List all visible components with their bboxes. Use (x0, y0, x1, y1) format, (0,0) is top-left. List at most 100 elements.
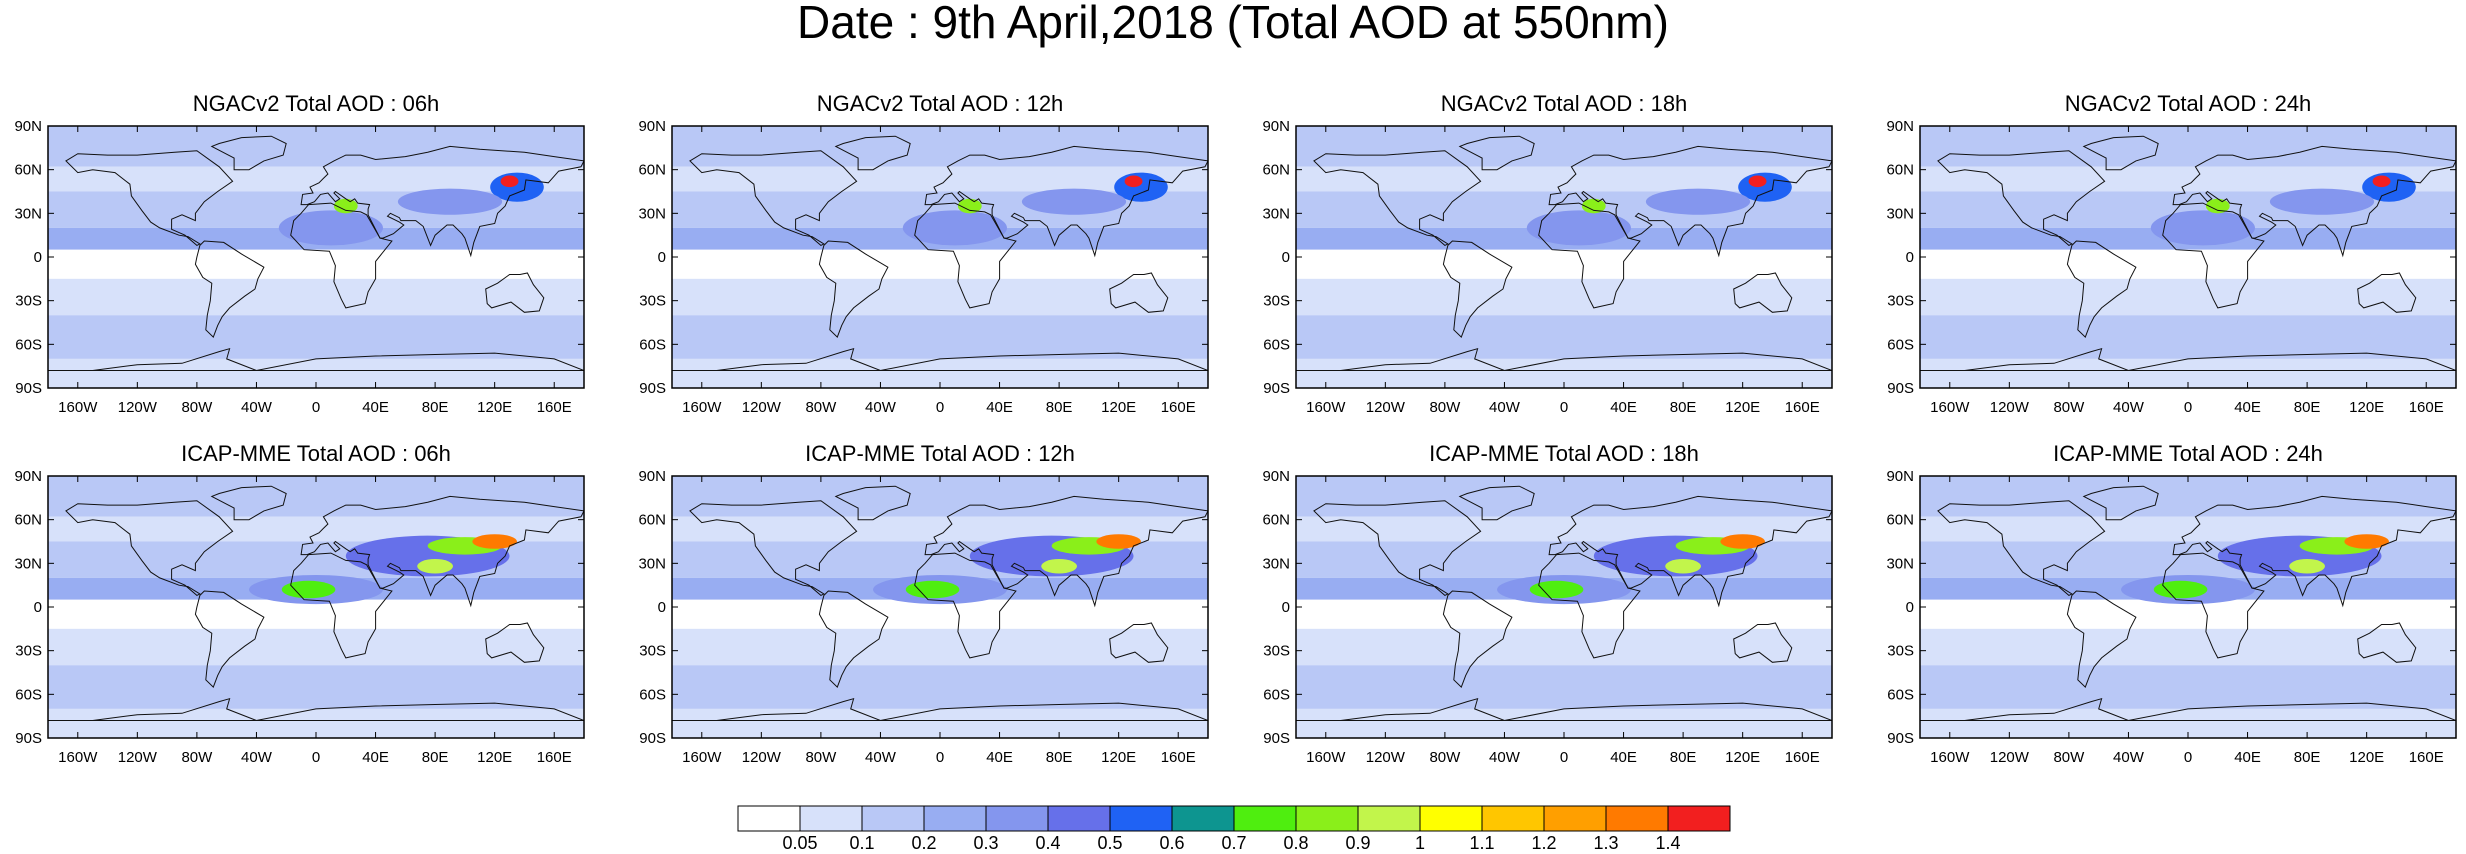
colorbar-label: 0.7 (1221, 833, 1246, 850)
coastline (48, 347, 584, 372)
coastline (1920, 697, 2456, 722)
aod-plume (1665, 558, 1701, 574)
coastline (1313, 150, 1482, 246)
lon-tick-label: 40W (241, 749, 273, 766)
lon-tick-label: 120E (477, 399, 512, 416)
panel-title: NGACv2 Total AOD : 06h (192, 91, 440, 116)
lat-tick-label: 60N (1886, 162, 1914, 179)
lat-tick-label: 0 (658, 249, 666, 266)
coastline (924, 145, 1208, 258)
lon-tick-label: 80E (2294, 749, 2321, 766)
lon-tick-label: 120W (118, 399, 158, 416)
lat-tick-label: 30S (1263, 643, 1290, 660)
lon-tick-label: 0 (936, 399, 944, 416)
map-panel: NGACv2 Total AOD : 24h 90N 60N 30N 0 30S 60S 90… (1872, 92, 2466, 432)
coastline (672, 697, 1208, 722)
lat-tick-label: 30N (14, 205, 42, 222)
aod-field-band (672, 315, 1208, 359)
lon-tick-label: 160W (1930, 749, 1970, 766)
colorbar-label: 0.3 (973, 833, 998, 850)
aod-field-band (1296, 126, 1832, 167)
lat-tick-label: 30S (1887, 293, 1914, 310)
lat-tick-label: 90S (1263, 730, 1290, 747)
coastline (2066, 590, 2137, 688)
coastline (1548, 495, 1832, 608)
coastline (689, 150, 858, 246)
lat-tick-label: 30N (1886, 205, 1914, 222)
lon-tick-label: 120W (1366, 749, 1406, 766)
lon-tick-label: 120E (1725, 399, 1760, 416)
aod-plume (2289, 558, 2325, 574)
aod-plume (902, 210, 1007, 246)
coastline (1548, 145, 1832, 258)
lat-tick-label: 60N (14, 512, 42, 529)
aod-plume (333, 198, 358, 214)
aod-plume (905, 580, 960, 599)
colorbar-swatch (737, 805, 801, 832)
lon-tick-label: 160E (537, 399, 572, 416)
aod-field-band (48, 665, 584, 709)
coastline (2082, 135, 2159, 171)
aod-field-band (1920, 315, 2456, 359)
colorbar-swatch (1667, 805, 1731, 832)
panel-title: ICAP-MME Total AOD : 18h (1429, 441, 1699, 466)
aod-plume (1021, 188, 1127, 215)
lat-tick-label: 30N (638, 205, 666, 222)
colorbar-swatch (1109, 805, 1173, 832)
map-content (1296, 476, 1832, 738)
map-content (48, 126, 584, 388)
lat-tick-label: 60S (639, 686, 666, 703)
figure-title: Date : 9th April,2018 (Total AOD at 550n… (797, 0, 1669, 48)
lon-tick-label: 40W (1489, 749, 1521, 766)
aod-plume (472, 534, 517, 549)
coastline (1458, 485, 1535, 521)
lon-tick-label: 80W (1429, 749, 1461, 766)
coastline (672, 347, 1208, 372)
lon-tick-label: 160W (1930, 399, 1970, 416)
map-plot: 90N 60N 30N 0 30S 60S 90S 160W 120W 80W 40W 0 40E 80E… (1886, 118, 2457, 416)
aod-plume (2344, 534, 2389, 549)
map-plot: 90N 60N 30N 0 30S 60S 90S 160W 120W 80W 40W 0 40E 80E… (638, 468, 1209, 766)
lon-tick-label: 120W (1366, 399, 1406, 416)
lat-tick-label: 60S (15, 336, 42, 353)
lon-tick-label: 0 (1560, 749, 1568, 766)
map-content (1296, 126, 1832, 388)
lon-tick-label: 0 (1560, 399, 1568, 416)
lon-tick-label: 120E (1725, 749, 1760, 766)
lat-tick-label: 90N (1886, 468, 1914, 485)
lon-tick-label: 160W (682, 399, 722, 416)
panel-title: ICAP-MME Total AOD : 12h (805, 441, 1075, 466)
coastline (1538, 552, 1641, 659)
coastline (834, 135, 911, 171)
aod-field-band (1296, 315, 1832, 359)
lon-tick-label: 160W (1306, 399, 1346, 416)
lat-tick-label: 60N (14, 162, 42, 179)
aod-plume (1096, 534, 1141, 549)
lat-tick-label: 90S (1887, 730, 1914, 747)
lon-tick-label: 80E (2294, 399, 2321, 416)
aod-field-band (1296, 628, 1832, 666)
coastline (1937, 500, 2106, 596)
lon-tick-label: 160E (1161, 749, 1196, 766)
colorbar-swatch (1605, 805, 1669, 832)
aod-field-band (48, 249, 584, 279)
map-panel: NGACv2 Total AOD : 06h 90N 60N 30N 0 30S 60S 90… (0, 92, 640, 432)
lon-tick-label: 120E (477, 749, 512, 766)
aod-plume (2269, 188, 2375, 215)
lon-tick-label: 0 (312, 749, 320, 766)
lat-tick-label: 30S (15, 643, 42, 660)
colorbar-swatch (1419, 805, 1483, 832)
lat-tick-label: 30S (639, 293, 666, 310)
lon-tick-label: 0 (2184, 749, 2192, 766)
aod-plume (278, 210, 383, 246)
lat-tick-label: 0 (658, 599, 666, 616)
coastline (48, 697, 584, 722)
aod-colorbar: 0.05 0.1 0.2 0.3 0.4 0.5 0.6 0.7 0.8 0.9 1 1.1 1.2 1.… (737, 805, 1731, 850)
lon-tick-label: 160E (1161, 399, 1196, 416)
lat-tick-label: 0 (1282, 599, 1290, 616)
aod-plume (1041, 558, 1077, 574)
aod-plume (1720, 534, 1765, 549)
aod-plume (2150, 210, 2255, 246)
map-panel: NGACv2 Total AOD : 12h 90N 60N 30N 0 30S 60S 90… (624, 92, 1264, 432)
map-plot: 90N 60N 30N 0 30S 60S 90S 160W 120W 80W 40W 0 40E 80E… (1886, 468, 2457, 766)
